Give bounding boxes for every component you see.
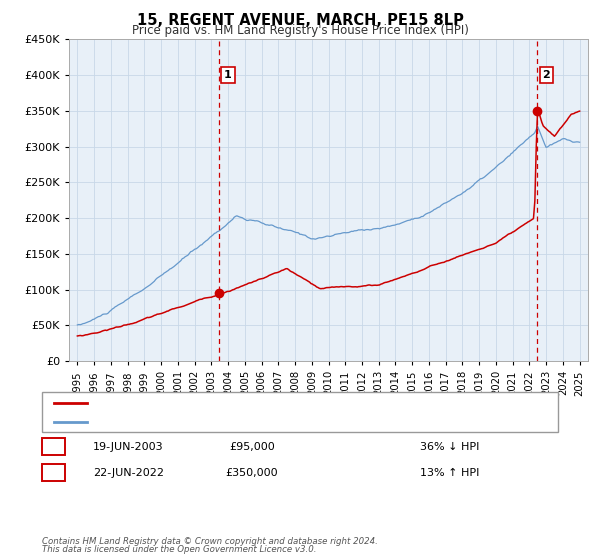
Text: 13% ↑ HPI: 13% ↑ HPI (420, 468, 479, 478)
Text: Contains HM Land Registry data © Crown copyright and database right 2024.: Contains HM Land Registry data © Crown c… (42, 537, 378, 546)
Text: Price paid vs. HM Land Registry's House Price Index (HPI): Price paid vs. HM Land Registry's House … (131, 24, 469, 37)
Text: 15, REGENT AVENUE, MARCH, PE15 8LP: 15, REGENT AVENUE, MARCH, PE15 8LP (137, 13, 463, 28)
Text: This data is licensed under the Open Government Licence v3.0.: This data is licensed under the Open Gov… (42, 545, 317, 554)
Text: 22-JUN-2022: 22-JUN-2022 (93, 468, 164, 478)
Text: HPI: Average price, detached house, Fenland: HPI: Average price, detached house, Fenl… (93, 417, 327, 427)
Text: 1: 1 (50, 442, 57, 452)
Text: 1: 1 (224, 70, 232, 80)
Text: 2: 2 (50, 468, 57, 478)
Text: £95,000: £95,000 (229, 442, 275, 452)
Text: 36% ↓ HPI: 36% ↓ HPI (420, 442, 479, 452)
Text: £350,000: £350,000 (226, 468, 278, 478)
Text: 15, REGENT AVENUE, MARCH, PE15 8LP (detached house): 15, REGENT AVENUE, MARCH, PE15 8LP (deta… (93, 398, 394, 408)
Text: 19-JUN-2003: 19-JUN-2003 (93, 442, 164, 452)
Text: 2: 2 (542, 70, 550, 80)
